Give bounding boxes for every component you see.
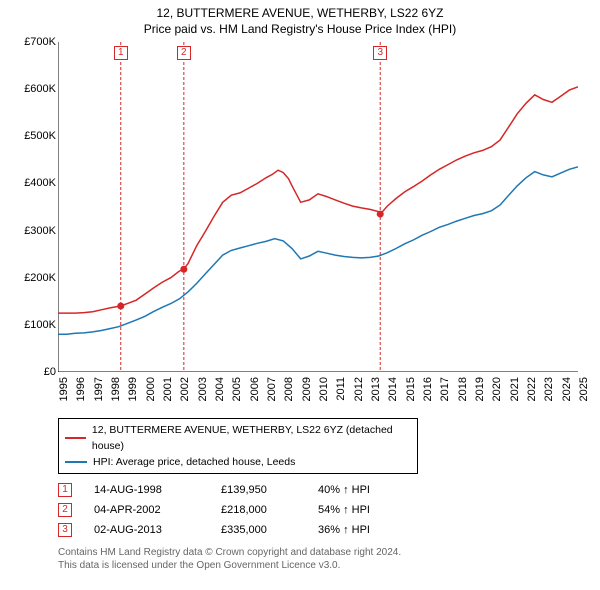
event-row: 1 14-AUG-1998 £139,950 40% ↑ HPI: [58, 480, 590, 500]
x-axis-tick: 2008: [283, 377, 295, 417]
x-axis-tick: 2009: [301, 377, 313, 417]
event-number-box: 3: [58, 523, 72, 537]
x-axis-tick: 2003: [197, 377, 209, 417]
x-axis-tick: 2017: [439, 377, 451, 417]
legend-label: HPI: Average price, detached house, Leed…: [93, 454, 295, 470]
x-axis-tick: 2019: [474, 377, 486, 417]
x-axis-tick: 1998: [110, 377, 122, 417]
x-axis-tick: 2006: [249, 377, 261, 417]
events-table: 1 14-AUG-1998 £139,950 40% ↑ HPI 2 04-APR-200…: [58, 480, 590, 540]
x-axis-tick: 2023: [543, 377, 555, 417]
legend: 12, BUTTERMERE AVENUE, WETHERBY, LS22 6Y…: [58, 418, 418, 474]
x-axis-tick: 2011: [335, 377, 347, 417]
chart-title-line1: 12, BUTTERMERE AVENUE, WETHERBY, LS22 6Y…: [10, 6, 590, 20]
x-axis-tick: 1999: [127, 377, 139, 417]
x-axis-tick: 2016: [422, 377, 434, 417]
footer-attribution: Contains HM Land Registry data © Crown c…: [58, 546, 590, 572]
event-price: £139,950: [221, 484, 296, 496]
event-date: 02-AUG-2013: [94, 524, 199, 536]
event-pct: 36% ↑ HPI: [318, 524, 370, 536]
x-axis-tick: 1995: [58, 377, 70, 417]
legend-label: 12, BUTTERMERE AVENUE, WETHERBY, LS22 6Y…: [92, 422, 411, 454]
event-pct: 40% ↑ HPI: [318, 484, 370, 496]
footer-line2: This data is licensed under the Open Gov…: [58, 559, 590, 572]
legend-swatch: [65, 461, 87, 463]
x-axis-tick: 2013: [370, 377, 382, 417]
x-axis-tick: 2002: [179, 377, 191, 417]
x-axis-tick: 1996: [75, 377, 87, 417]
event-row: 2 04-APR-2002 £218,000 54% ↑ HPI: [58, 500, 590, 520]
legend-item: 12, BUTTERMERE AVENUE, WETHERBY, LS22 6Y…: [65, 422, 411, 454]
x-axis-tick: 2014: [387, 377, 399, 417]
event-marker-box: 1: [114, 46, 128, 60]
x-axis-tick: 2021: [509, 377, 521, 417]
x-axis-tick: 2000: [145, 377, 157, 417]
event-marker-box: 3: [373, 46, 387, 60]
x-axis-tick: 2024: [561, 377, 573, 417]
x-axis-tick: 2022: [526, 377, 538, 417]
event-marker-box: 2: [177, 46, 191, 60]
x-axis-tick: 2012: [353, 377, 365, 417]
event-price: £335,000: [221, 524, 296, 536]
x-axis-tick: 2007: [266, 377, 278, 417]
chart-title-line2: Price paid vs. HM Land Registry's House …: [10, 22, 590, 36]
x-axis-tick: 2025: [578, 377, 590, 417]
event-number-box: 1: [58, 483, 72, 497]
x-axis-tick: 2005: [231, 377, 243, 417]
event-date: 14-AUG-1998: [94, 484, 199, 496]
x-axis-tick: 2020: [491, 377, 503, 417]
event-price: £218,000: [221, 504, 296, 516]
legend-swatch: [65, 437, 86, 439]
chart-area: £0£100K£200K£300K£400K£500K£600K£700K 19…: [10, 42, 590, 412]
x-axis-tick: 1997: [93, 377, 105, 417]
legend-item: HPI: Average price, detached house, Leed…: [65, 454, 411, 470]
event-row: 3 02-AUG-2013 £335,000 36% ↑ HPI: [58, 520, 590, 540]
x-axis-tick: 2001: [162, 377, 174, 417]
x-axis-tick: 2010: [318, 377, 330, 417]
x-axis-tick: 2015: [405, 377, 417, 417]
footer-line1: Contains HM Land Registry data © Crown c…: [58, 546, 590, 559]
event-number-box: 2: [58, 503, 72, 517]
event-date: 04-APR-2002: [94, 504, 199, 516]
x-axis-tick: 2004: [214, 377, 226, 417]
x-axis-tick: 2018: [457, 377, 469, 417]
event-pct: 54% ↑ HPI: [318, 504, 370, 516]
